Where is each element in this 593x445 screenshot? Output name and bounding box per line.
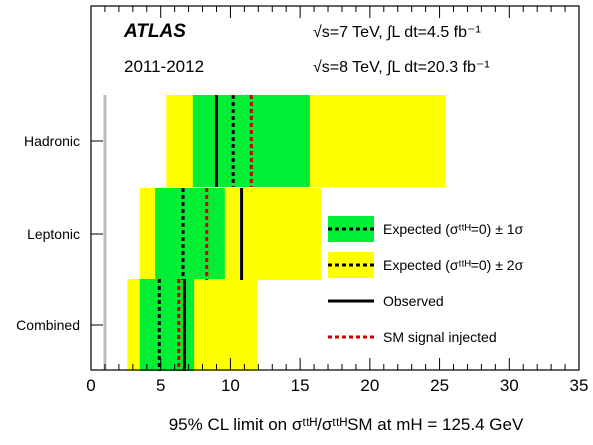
- legend-label: Observed: [383, 293, 444, 309]
- x-tick-label: 35: [570, 376, 589, 395]
- lines-layer: [103, 95, 253, 371]
- legend-item-band1: Expected (σᵗᵗᴴ=0) ± 1σ: [328, 216, 524, 242]
- x-tick-label: 0: [86, 376, 95, 395]
- bands-layer: [91, 6, 579, 371]
- x-tick-label: 10: [221, 376, 240, 395]
- x-tick-label: 5: [156, 376, 165, 395]
- x-tick-label: 15: [291, 376, 310, 395]
- axes-layer: Hadronic Leptonic Combined 0 5 10 15 20 25 30 35: [16, 5, 589, 395]
- text-layer: ATLAS 2011-2012 √s=7 TeV, ∫L dt=4.5 fb⁻¹…: [123, 21, 524, 434]
- lumi-8tev-label: √s=8 TeV, ∫L dt=20.3 fb⁻¹: [313, 59, 490, 76]
- y-tick-label: Combined: [16, 317, 80, 333]
- x-tick-label: 20: [360, 376, 379, 395]
- x-tick-label: 25: [430, 376, 449, 395]
- legend: Expected (σᵗᵗᴴ=0) ± 1σ Expected (σᵗᵗᴴ=0) …: [328, 216, 524, 345]
- legend-item-band2: Expected (σᵗᵗᴴ=0) ± 2σ: [328, 252, 524, 278]
- legend-item-injected: SM signal injected: [328, 329, 497, 345]
- lumi-7tev-label: √s=7 TeV, ∫L dt=4.5 fb⁻¹: [313, 24, 481, 41]
- legend-label: SM signal injected: [383, 329, 497, 345]
- experiment-label: ATLAS: [123, 21, 186, 42]
- sigma1-band-leptonic: [155, 188, 225, 280]
- period-label: 2011-2012: [124, 57, 204, 76]
- y-tick-label: Hadronic: [24, 133, 80, 149]
- x-axis-title: 95% CL limit on σᵗᵗᴴ/σᵗᵗᴴSM at mH = 125.…: [169, 415, 524, 434]
- sigma1-band-combined: [139, 279, 195, 371]
- plot-frame: [90, 5, 580, 371]
- x-tick-label: 30: [500, 376, 519, 395]
- legend-label: Expected (σᵗᵗᴴ=0) ± 1σ: [383, 221, 524, 237]
- legend-label: Expected (σᵗᵗᴴ=0) ± 2σ: [383, 257, 524, 273]
- legend-item-observed: Observed: [328, 293, 444, 309]
- y-tick-label: Leptonic: [27, 226, 80, 242]
